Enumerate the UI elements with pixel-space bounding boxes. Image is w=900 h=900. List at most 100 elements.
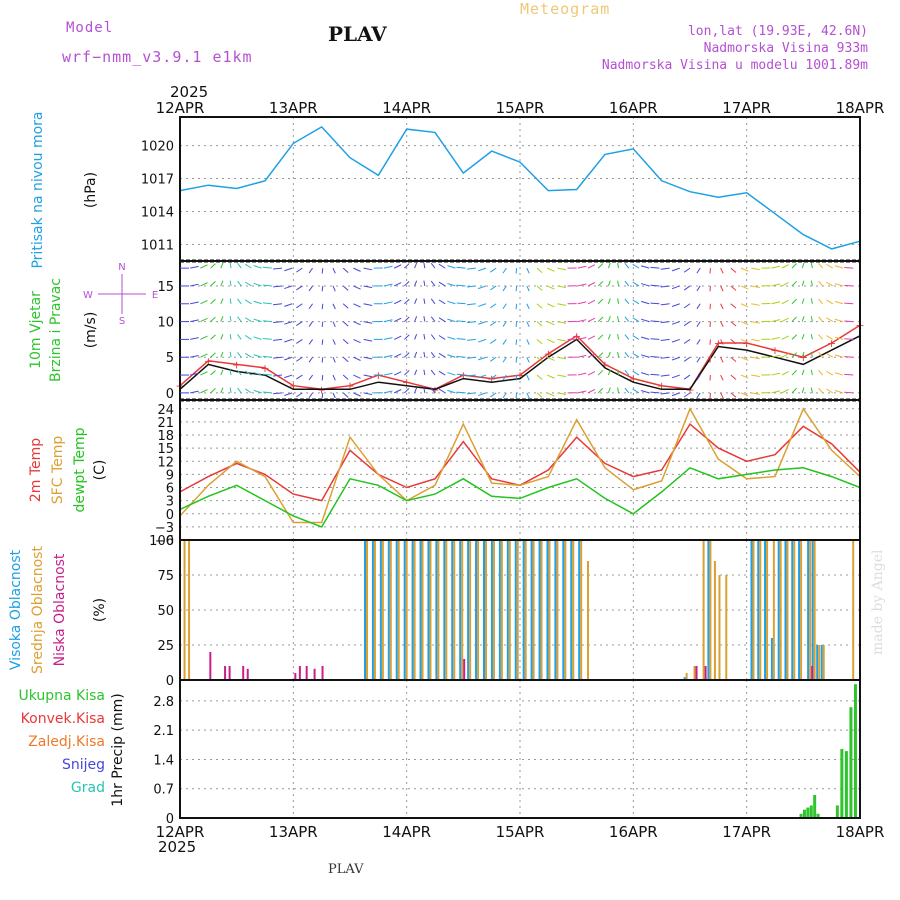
wind-arrow: [447, 265, 456, 269]
compass-n: N: [118, 262, 125, 273]
wind-arrow: [720, 285, 724, 292]
bar-precip_total: [806, 807, 810, 818]
wind-arrow: [751, 356, 760, 360]
wind-arrow: [683, 285, 691, 291]
wind-arrow: [696, 267, 701, 274]
precip-legend-item: Ukupna Kisa: [18, 688, 105, 704]
wind-arrow: [740, 392, 749, 397]
wind-arrow: [557, 374, 567, 378]
wind-arrow: [321, 321, 324, 328]
wind-arrow: [308, 374, 314, 381]
wind-arrow: [740, 321, 749, 326]
wind-arrow: [671, 338, 680, 343]
wind-arrow: [363, 374, 373, 378]
wind-arrow: [607, 387, 611, 394]
wind-arrow: [404, 352, 410, 358]
wind-arrow: [834, 336, 844, 340]
wind-arrow: [834, 283, 844, 287]
wind-arrow: [671, 374, 680, 379]
bar-low_cloud: [224, 666, 227, 680]
bar-high_cloud: [371, 540, 374, 680]
wind-arrow: [430, 369, 436, 376]
bar-high_cloud: [683, 677, 686, 680]
wind-arrow: [771, 372, 781, 376]
wind-arrow: [363, 321, 373, 324]
wind-arrow: [650, 373, 660, 376]
wind-arrow: [210, 387, 216, 394]
bar-low_cloud: [242, 666, 245, 680]
wind-arrow: [526, 374, 530, 381]
wind-arrow: [210, 263, 216, 269]
bar-mid_cloud: [453, 540, 456, 680]
wind-arrow: [296, 374, 303, 380]
wind-arrow: [210, 370, 216, 376]
mid-cloud-title: Srednja Oblacnost: [30, 546, 46, 674]
wind-arrow: [818, 369, 823, 376]
wind-arrow: [262, 266, 272, 269]
wind-arrow: [624, 387, 630, 394]
gust-marker: +: [232, 358, 241, 371]
wind-arrow: [557, 356, 567, 360]
x-tick-bottom-18APR: 18APR: [836, 823, 885, 841]
wind-arrow: [617, 387, 620, 393]
wind-arrow: [781, 353, 789, 358]
wind-arrow: [751, 303, 760, 306]
wind-arrow: [536, 392, 543, 398]
series-line-mean: [179, 335, 861, 391]
wind-arrow: [423, 298, 426, 304]
wind-arrow: [740, 267, 749, 272]
wind-arrow: [740, 374, 749, 379]
bar-high_cloud: [387, 540, 390, 680]
wind-arrow: [273, 303, 283, 306]
wind-arrow: [423, 333, 426, 340]
bar-precip_total: [835, 805, 839, 818]
bar-high_cloud: [490, 540, 493, 680]
model-name: wrf−nmm_v3.9.1 e1km: [62, 48, 253, 66]
wind-arrow: [632, 263, 640, 269]
wind-arrow: [810, 280, 813, 287]
y-tick-label: 1011: [141, 239, 174, 254]
bar-high_cloud: [514, 540, 517, 680]
wind-arrow: [414, 387, 418, 394]
wind-arrow: [607, 280, 611, 287]
precip-legend-item: Grad: [71, 780, 105, 796]
wind-arrow: [414, 262, 418, 269]
wind-arrow: [557, 321, 567, 324]
wind-arrow: [844, 338, 854, 340]
gust-marker: +: [345, 380, 354, 393]
y-tick-label: 0: [166, 508, 174, 523]
wind-arrow: [515, 392, 518, 399]
wind-arrow: [515, 285, 518, 292]
bar-mid_cloud: [725, 575, 728, 680]
wind-arrow: [253, 389, 262, 394]
bar-high_cloud: [764, 540, 767, 680]
wind-arrow: [200, 371, 208, 376]
wind-arrow: [577, 265, 587, 269]
bar-high_cloud: [791, 540, 794, 680]
wind-arrow: [781, 388, 789, 394]
wind-arrow: [720, 267, 724, 274]
wind-arrow: [404, 334, 410, 340]
wind-arrow: [478, 338, 487, 343]
wind-arrow: [557, 285, 567, 289]
wind-arrow: [801, 387, 805, 394]
wind-arrow: [660, 285, 670, 288]
wind-arrow: [308, 392, 314, 399]
wind-arrow: [273, 267, 283, 270]
wind-arrow: [273, 356, 283, 359]
wind-arrow: [801, 351, 805, 358]
bar-mid_cloud: [685, 673, 688, 680]
wind-arrow: [456, 284, 466, 287]
wind-arrow: [478, 267, 487, 272]
wind-arrow: [720, 374, 724, 381]
wind-arrow: [526, 303, 530, 310]
wind-arrow: [640, 372, 650, 376]
wind-arrow: [826, 317, 834, 323]
bar-high_cloud: [435, 540, 438, 680]
wind-arrow: [536, 285, 543, 291]
y-tick-label: 100: [149, 534, 174, 549]
y-tick-label: 0: [166, 674, 174, 689]
wind-arrow: [332, 303, 336, 310]
wind-arrow: [810, 369, 813, 376]
